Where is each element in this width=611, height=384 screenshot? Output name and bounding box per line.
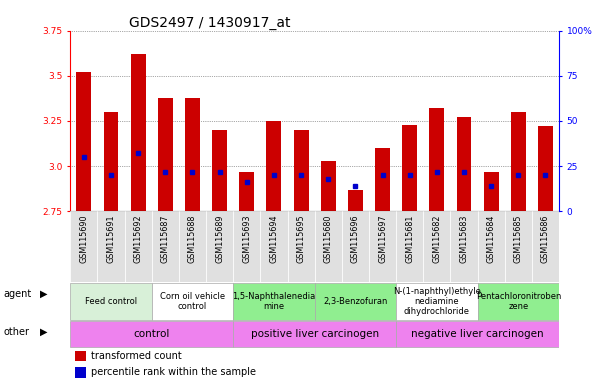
Text: GSM115689: GSM115689 [215, 215, 224, 263]
Text: GSM115697: GSM115697 [378, 215, 387, 263]
Bar [511, 112, 526, 211]
Text: agent: agent [3, 289, 31, 299]
Bar [125, 211, 152, 282]
Bar [321, 161, 335, 211]
Text: GSM115680: GSM115680 [324, 215, 333, 263]
Bar [260, 211, 288, 282]
Text: GSM115681: GSM115681 [405, 215, 414, 263]
Bar [402, 124, 417, 211]
Bar [538, 126, 553, 211]
Text: GSM115688: GSM115688 [188, 215, 197, 263]
Text: GSM115683: GSM115683 [459, 215, 469, 263]
Text: positive liver carcinogen: positive liver carcinogen [251, 329, 379, 339]
Text: ▶: ▶ [40, 289, 47, 299]
Bar [478, 211, 505, 282]
Bar [348, 190, 363, 211]
Bar [294, 130, 309, 211]
Bar [75, 351, 86, 361]
Bar [152, 283, 233, 320]
Bar [70, 211, 97, 282]
Bar [240, 172, 254, 211]
Text: 2,3-Benzofuran: 2,3-Benzofuran [323, 297, 387, 306]
Text: GSM115694: GSM115694 [269, 215, 279, 263]
Text: percentile rank within the sample: percentile rank within the sample [91, 367, 256, 377]
Bar [315, 283, 396, 320]
Text: negative liver carcinogen: negative liver carcinogen [411, 329, 544, 339]
Bar [179, 211, 206, 282]
Text: GSM115696: GSM115696 [351, 215, 360, 263]
Text: ▶: ▶ [40, 327, 47, 337]
Text: Corn oil vehicle
control: Corn oil vehicle control [160, 292, 225, 311]
Text: GSM115682: GSM115682 [433, 215, 441, 263]
Bar [456, 118, 472, 211]
Text: other: other [3, 327, 29, 337]
Bar [484, 172, 499, 211]
Bar [396, 211, 423, 282]
Bar [212, 130, 227, 211]
Bar [532, 211, 559, 282]
Bar [288, 211, 315, 282]
Bar [103, 112, 119, 211]
Bar [266, 121, 282, 211]
Bar [375, 148, 390, 211]
Text: GSM115684: GSM115684 [487, 215, 496, 263]
Bar [233, 321, 396, 348]
Bar [206, 211, 233, 282]
Bar [131, 54, 145, 211]
Text: GSM115693: GSM115693 [243, 215, 251, 263]
Bar [233, 283, 315, 320]
Bar [450, 211, 478, 282]
Bar [152, 211, 179, 282]
Text: GSM115687: GSM115687 [161, 215, 170, 263]
Bar [369, 211, 396, 282]
Bar [315, 211, 342, 282]
Text: GSM115685: GSM115685 [514, 215, 523, 263]
Bar [505, 211, 532, 282]
Bar [396, 321, 559, 348]
Text: GSM115690: GSM115690 [79, 215, 89, 263]
Bar [233, 211, 260, 282]
Bar [342, 211, 369, 282]
Text: GSM115692: GSM115692 [134, 215, 142, 263]
Text: Feed control: Feed control [85, 297, 137, 306]
Text: GSM115691: GSM115691 [106, 215, 115, 263]
Text: GSM115695: GSM115695 [296, 215, 306, 263]
Bar [70, 283, 152, 320]
Text: control: control [134, 329, 170, 339]
Text: GDS2497 / 1430917_at: GDS2497 / 1430917_at [129, 16, 290, 30]
Text: Pentachloronitroben
zene: Pentachloronitroben zene [475, 292, 561, 311]
Text: transformed count: transformed count [91, 351, 181, 361]
Text: 1,5-Naphthalenedia
mine: 1,5-Naphthalenedia mine [232, 292, 315, 311]
Bar [185, 98, 200, 211]
Text: N-(1-naphthyl)ethyle
nediamine
dihydrochloride: N-(1-naphthyl)ethyle nediamine dihydroch… [393, 286, 481, 316]
Bar [430, 108, 444, 211]
Bar [97, 211, 125, 282]
Bar [158, 98, 173, 211]
Bar [423, 211, 450, 282]
Bar [70, 321, 233, 348]
Bar [396, 283, 478, 320]
Bar [75, 367, 86, 377]
Text: GSM115686: GSM115686 [541, 215, 550, 263]
Bar [76, 72, 91, 211]
Bar [478, 283, 559, 320]
